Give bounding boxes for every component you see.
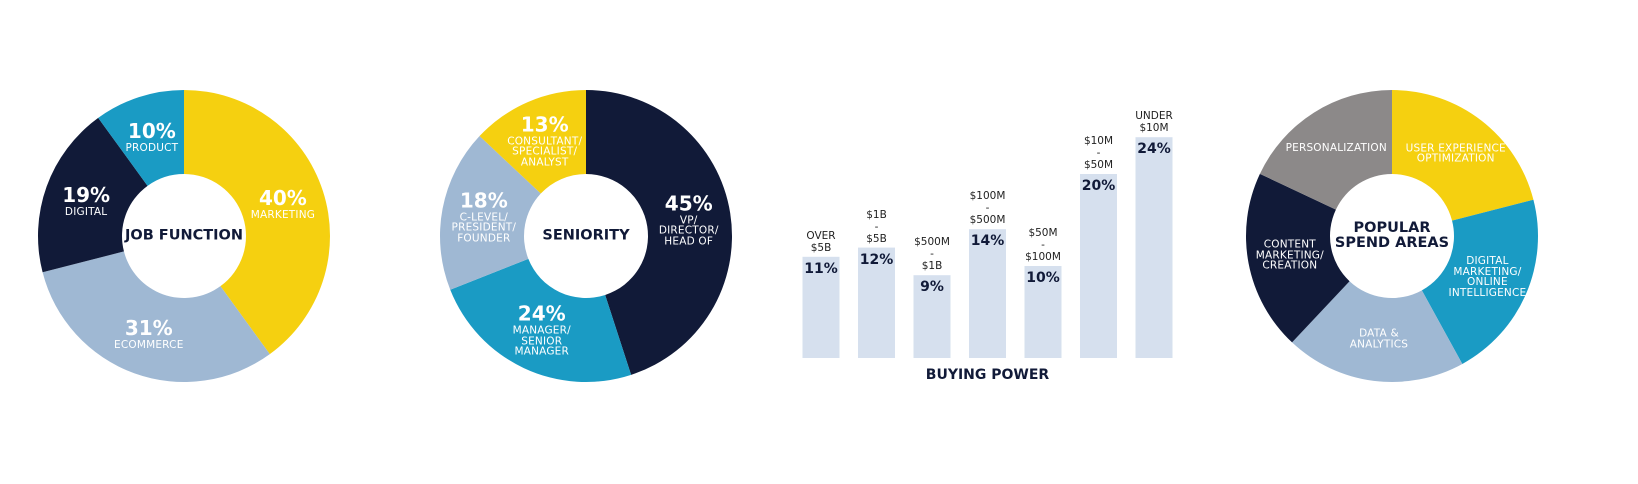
donut-title: JOB FUNCTION <box>124 227 244 244</box>
segment-value: 45% <box>664 190 713 215</box>
bar-category: $100M - $500M <box>969 190 1006 227</box>
donut-segment <box>184 90 330 355</box>
segment-value: 13% <box>520 111 569 136</box>
bar <box>1135 137 1173 358</box>
segment-name: MANAGER/ SENIOR MANAGER <box>512 324 571 358</box>
donut-segment <box>586 90 732 375</box>
segment-label: PERSONALIZATION <box>1286 143 1387 154</box>
segment-name: ECOMMERCE <box>114 338 184 351</box>
segment-label: 40% MARKETING <box>251 188 315 221</box>
bar <box>913 275 951 358</box>
segment-label: DIGITAL MARKETING/ ONLINE INTELLIGENCE <box>1449 256 1527 298</box>
segment-name: PRODUCT <box>125 141 179 154</box>
bar-value: 24% <box>1137 141 1171 158</box>
bar-value: 20% <box>1081 178 1116 194</box>
segment-label: 10% PRODUCT <box>125 121 178 154</box>
donut-segment <box>37 117 148 273</box>
donut-title: POPULAR SPEND AREAS <box>1334 219 1450 251</box>
segment-label: 13% CONSULTANT/ SPECIALIST/ ANALYST <box>507 114 582 168</box>
segment-label: DATA & ANALYTICS <box>1349 327 1409 351</box>
donut-segment <box>1392 90 1534 221</box>
donut-segment <box>42 251 270 382</box>
bar <box>969 229 1006 358</box>
bar <box>802 256 840 358</box>
bar-value: 9% <box>920 279 944 296</box>
segment-label: 24% MANAGER/ SENIOR MANAGER <box>513 303 571 357</box>
segment-name: DATA & ANALYTICS <box>1349 327 1409 351</box>
bar-chart-title: BUYING POWER <box>925 367 1050 383</box>
segment-value: 18% <box>459 187 508 212</box>
donut-segment <box>1246 173 1350 343</box>
donut-segment <box>440 136 541 290</box>
segment-label: 18% C-LEVEL/ PRESIDENT/ FOUNDER <box>452 190 517 244</box>
segment-name: VP/ DIRECTOR/ HEAD OF <box>658 213 719 247</box>
donut-segment <box>1421 199 1538 364</box>
donut-segment <box>1259 90 1392 210</box>
bar-value: 12% <box>859 251 894 268</box>
segment-name: PERSONALIZATION <box>1285 141 1387 154</box>
donut-title: SENIORITY <box>542 227 630 244</box>
donut-segment <box>450 258 632 382</box>
segment-value: 19% <box>62 182 111 207</box>
segment-label: USER EXPERIENCE OPTIMIZATION <box>1406 143 1506 164</box>
segment-label: CONTENT MARKETING/ CREATION <box>1256 240 1324 272</box>
segment-value: 40% <box>258 185 307 210</box>
segment-value: 10% <box>127 118 176 143</box>
segment-value: 31% <box>124 315 173 340</box>
segment-label: 45% VP/ DIRECTOR/ HEAD OF <box>659 193 719 247</box>
segment-name: DIGITAL <box>64 205 108 218</box>
segment-name: MARKETING <box>250 208 316 221</box>
donut-segment <box>98 90 184 186</box>
bar-category: OVER $5B <box>806 229 836 254</box>
bar-value: 11% <box>804 260 838 277</box>
segment-name: CONTENT MARKETING/ CREATION <box>1255 238 1324 272</box>
bar-category: UNDER $10M <box>1135 110 1173 135</box>
bar-category: $50M - $100M <box>1025 226 1061 263</box>
segment-name: DIGITAL MARKETING/ ONLINE INTELLIGENCE <box>1448 255 1527 299</box>
segment-label: 19% DIGITAL <box>62 185 110 218</box>
bar <box>1080 174 1117 358</box>
bar-value: 10% <box>1026 270 1060 286</box>
donut-segment <box>1292 281 1463 382</box>
segment-name: CONSULTANT/ SPECIALIST/ ANALYST <box>507 134 583 168</box>
segment-value: 24% <box>517 301 566 326</box>
bar-category: $10M - $50M <box>1083 134 1114 171</box>
bar-category: $500M - $1B <box>914 236 950 273</box>
bar <box>858 247 895 358</box>
donut-segment <box>479 90 586 194</box>
bar <box>1024 266 1062 358</box>
segment-label: 31% ECOMMERCE <box>114 318 184 351</box>
bar-category: $1B - $5B <box>866 208 887 245</box>
segment-name: USER EXPERIENCE OPTIMIZATION <box>1405 142 1506 165</box>
segment-name: C-LEVEL/ PRESIDENT/ FOUNDER <box>451 210 517 244</box>
bar-value: 14% <box>970 233 1005 250</box>
